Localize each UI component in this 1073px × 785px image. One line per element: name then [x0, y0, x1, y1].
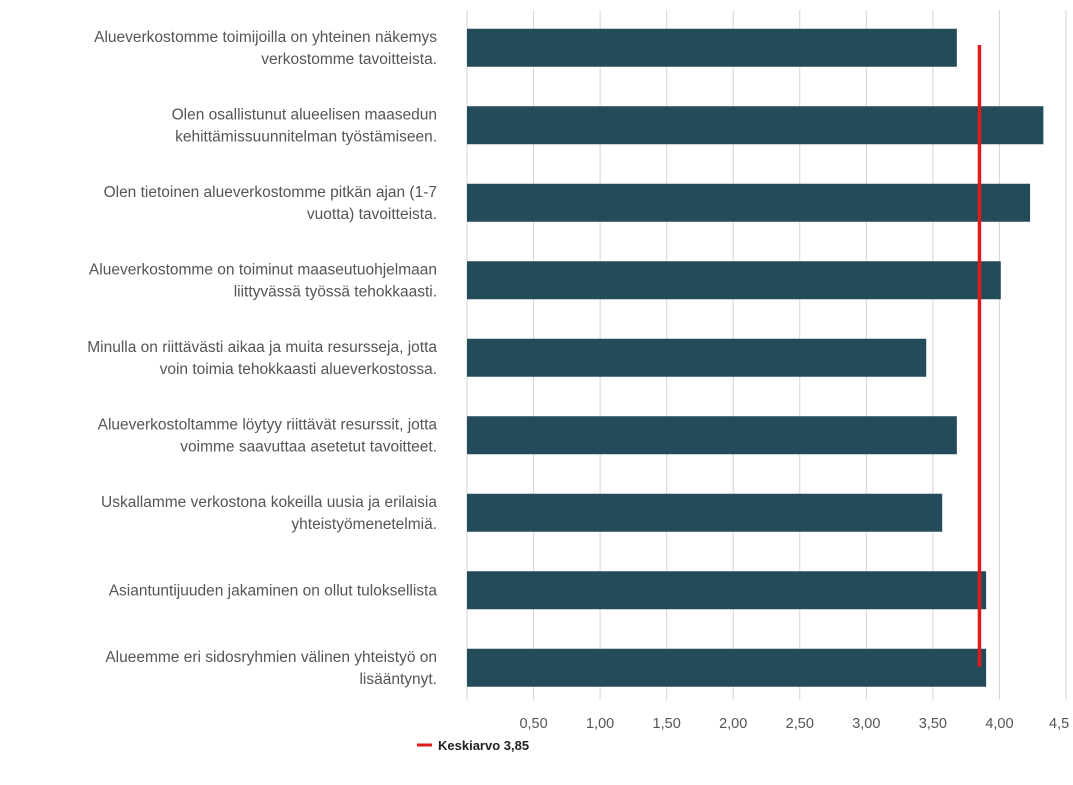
category-label-4: Alueverkostomme on toiminut maaseutuohje… [89, 261, 437, 300]
category-label-3: Olen tietoinen alueverkostomme pitkän aj… [104, 184, 437, 223]
x-tick-label-6: 3,50 [919, 716, 947, 732]
x-tick-label-3: 2,00 [719, 716, 747, 732]
x-tick-label-1: 1,00 [586, 716, 614, 732]
bar-4 [467, 261, 1001, 300]
category-label-9: Alueemme eri sidosryhmien välinen yhteis… [105, 649, 437, 688]
bar-2 [467, 106, 1044, 145]
legend: Keskiarvo 3,85 [417, 738, 529, 753]
bar-5 [467, 338, 927, 377]
x-tick-label-5: 3,00 [852, 716, 880, 732]
category-label-5: Minulla on riittävästi aikaa ja muita re… [87, 339, 437, 378]
category-labels: Alueverkostomme toimijoilla on yhteinen … [87, 29, 437, 688]
bar-3 [467, 183, 1031, 222]
x-tick-label-4: 2,50 [786, 716, 814, 732]
x-tick-label-7: 4,00 [985, 716, 1013, 732]
bar-6 [467, 416, 957, 455]
x-tick-label-8: 4,5 [1049, 716, 1069, 732]
x-tick-label-2: 1,50 [653, 716, 681, 732]
bar-7 [467, 493, 943, 532]
legend-label-mean: Keskiarvo 3,85 [438, 738, 529, 753]
bar-8 [467, 571, 987, 610]
bar-9 [467, 648, 987, 687]
category-label-2: Olen osallistunut alueelisen maasedun keh… [172, 106, 437, 145]
category-label-1: Alueverkostomme toimijoilla on yhteinen … [94, 29, 437, 68]
bars [467, 28, 1044, 687]
bar-1 [467, 28, 957, 67]
x-tick-label-0: 0,50 [519, 716, 547, 732]
category-label-7: Uskallamme verkostona kokeilla uusia ja … [101, 494, 437, 533]
category-label-6: Alueverkostoltamme löytyy riittävät resu… [98, 416, 438, 455]
category-label-8: Asiantuntijuuden jakaminen on ollut tulo… [109, 582, 438, 599]
x-axis-ticks: 0,50 1,00 1,50 2,00 2,50 3,00 3,50 4,00 4,5 [519, 716, 1069, 732]
